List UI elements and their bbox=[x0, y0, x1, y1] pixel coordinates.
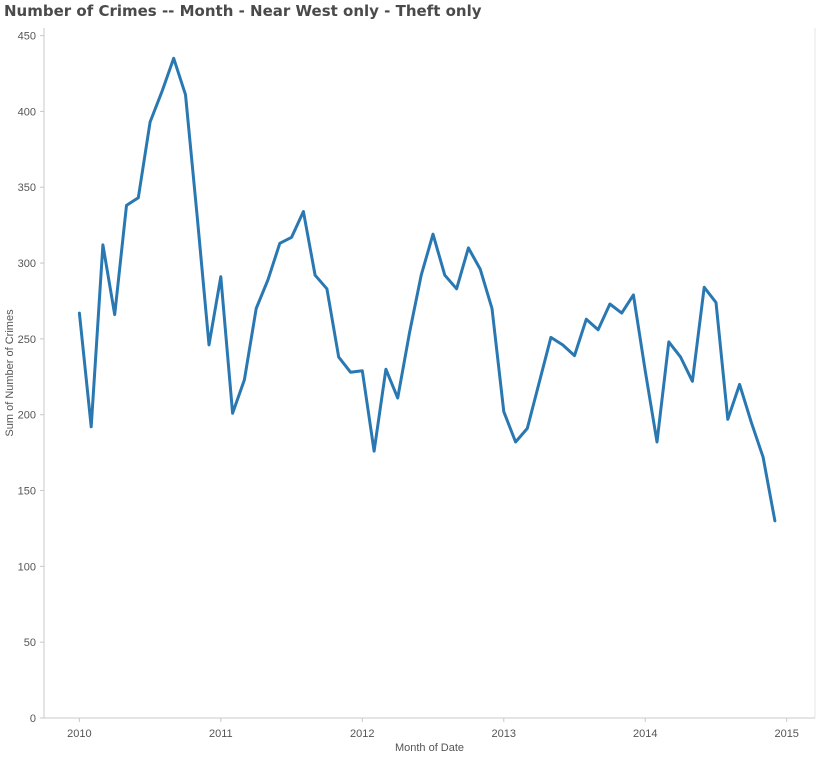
y-tick-label: 50 bbox=[24, 637, 36, 649]
y-tick-label: 250 bbox=[18, 334, 36, 346]
chart-axes bbox=[43, 28, 816, 719]
y-tick-label: 0 bbox=[30, 713, 36, 725]
y-tick-label: 350 bbox=[18, 182, 36, 194]
x-tick-label: 2014 bbox=[633, 728, 657, 740]
x-tick-label: 2015 bbox=[774, 728, 798, 740]
y-tick-label: 100 bbox=[18, 561, 36, 573]
y-tick-label: 450 bbox=[18, 31, 36, 43]
y-tick-label: 300 bbox=[18, 258, 36, 270]
y-tick-label: 200 bbox=[18, 410, 36, 422]
chart-title: Number of Crimes -- Month - Near West on… bbox=[4, 2, 482, 20]
x-tick-label: 2010 bbox=[67, 728, 91, 740]
series-line bbox=[77, 56, 777, 523]
y-tick-label: 150 bbox=[18, 486, 36, 498]
x-tick-label: 2012 bbox=[350, 728, 374, 740]
y-axis-title: Sum of Number of Crimes bbox=[4, 309, 16, 437]
y-tick-label: 400 bbox=[18, 106, 36, 118]
series-group bbox=[77, 56, 777, 523]
x-axis-title: Month of Date bbox=[395, 742, 464, 754]
x-tick-label: 2013 bbox=[492, 728, 516, 740]
x-axis-ticks: 2010 2011 2012 2013 2014 2015 bbox=[67, 718, 799, 740]
y-axis-ticks: 0 50 100 150 200 250 300 350 400 450 bbox=[18, 31, 44, 725]
x-tick-label: 2011 bbox=[209, 728, 233, 740]
